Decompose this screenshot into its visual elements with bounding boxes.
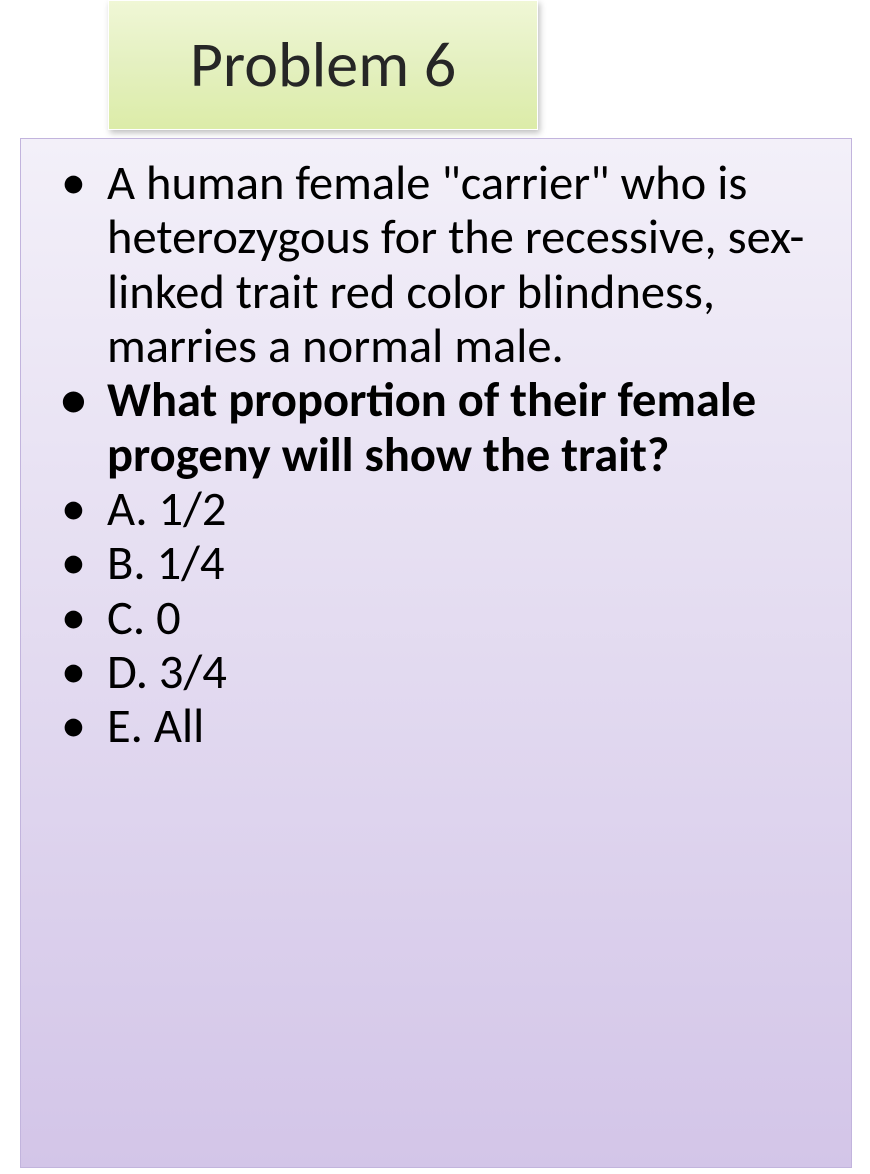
bullet-text: A. 1/2	[107, 480, 226, 539]
bullet-item-context: A human female "carrier" who is heterozy…	[61, 157, 839, 374]
bullet-item-option-b: B. 1/4	[61, 537, 839, 591]
title-box: Problem 6	[108, 0, 538, 130]
bullet-item-option-a: A. 1/2	[61, 483, 839, 537]
bullet-text: C. 0	[107, 589, 181, 648]
title-text: Problem 6	[190, 26, 456, 104]
bullet-item-option-c: C. 0	[61, 592, 839, 646]
bullet-text: A human female "carrier" who is heterozy…	[107, 154, 804, 376]
bullet-text: D. 3/4	[107, 643, 227, 702]
bullet-item-question: What proportion of their female progeny …	[61, 374, 839, 483]
bullet-text: B. 1/4	[107, 534, 225, 593]
bullet-item-option-e: E. All	[61, 700, 839, 754]
bullet-item-option-d: D. 3/4	[61, 646, 839, 700]
bullet-text: What proportion of their female progeny …	[107, 371, 756, 484]
bullet-text: E. All	[107, 697, 204, 756]
content-box: A human female "carrier" who is heterozy…	[20, 138, 852, 1168]
bullet-list: A human female "carrier" who is heterozy…	[33, 157, 839, 754]
